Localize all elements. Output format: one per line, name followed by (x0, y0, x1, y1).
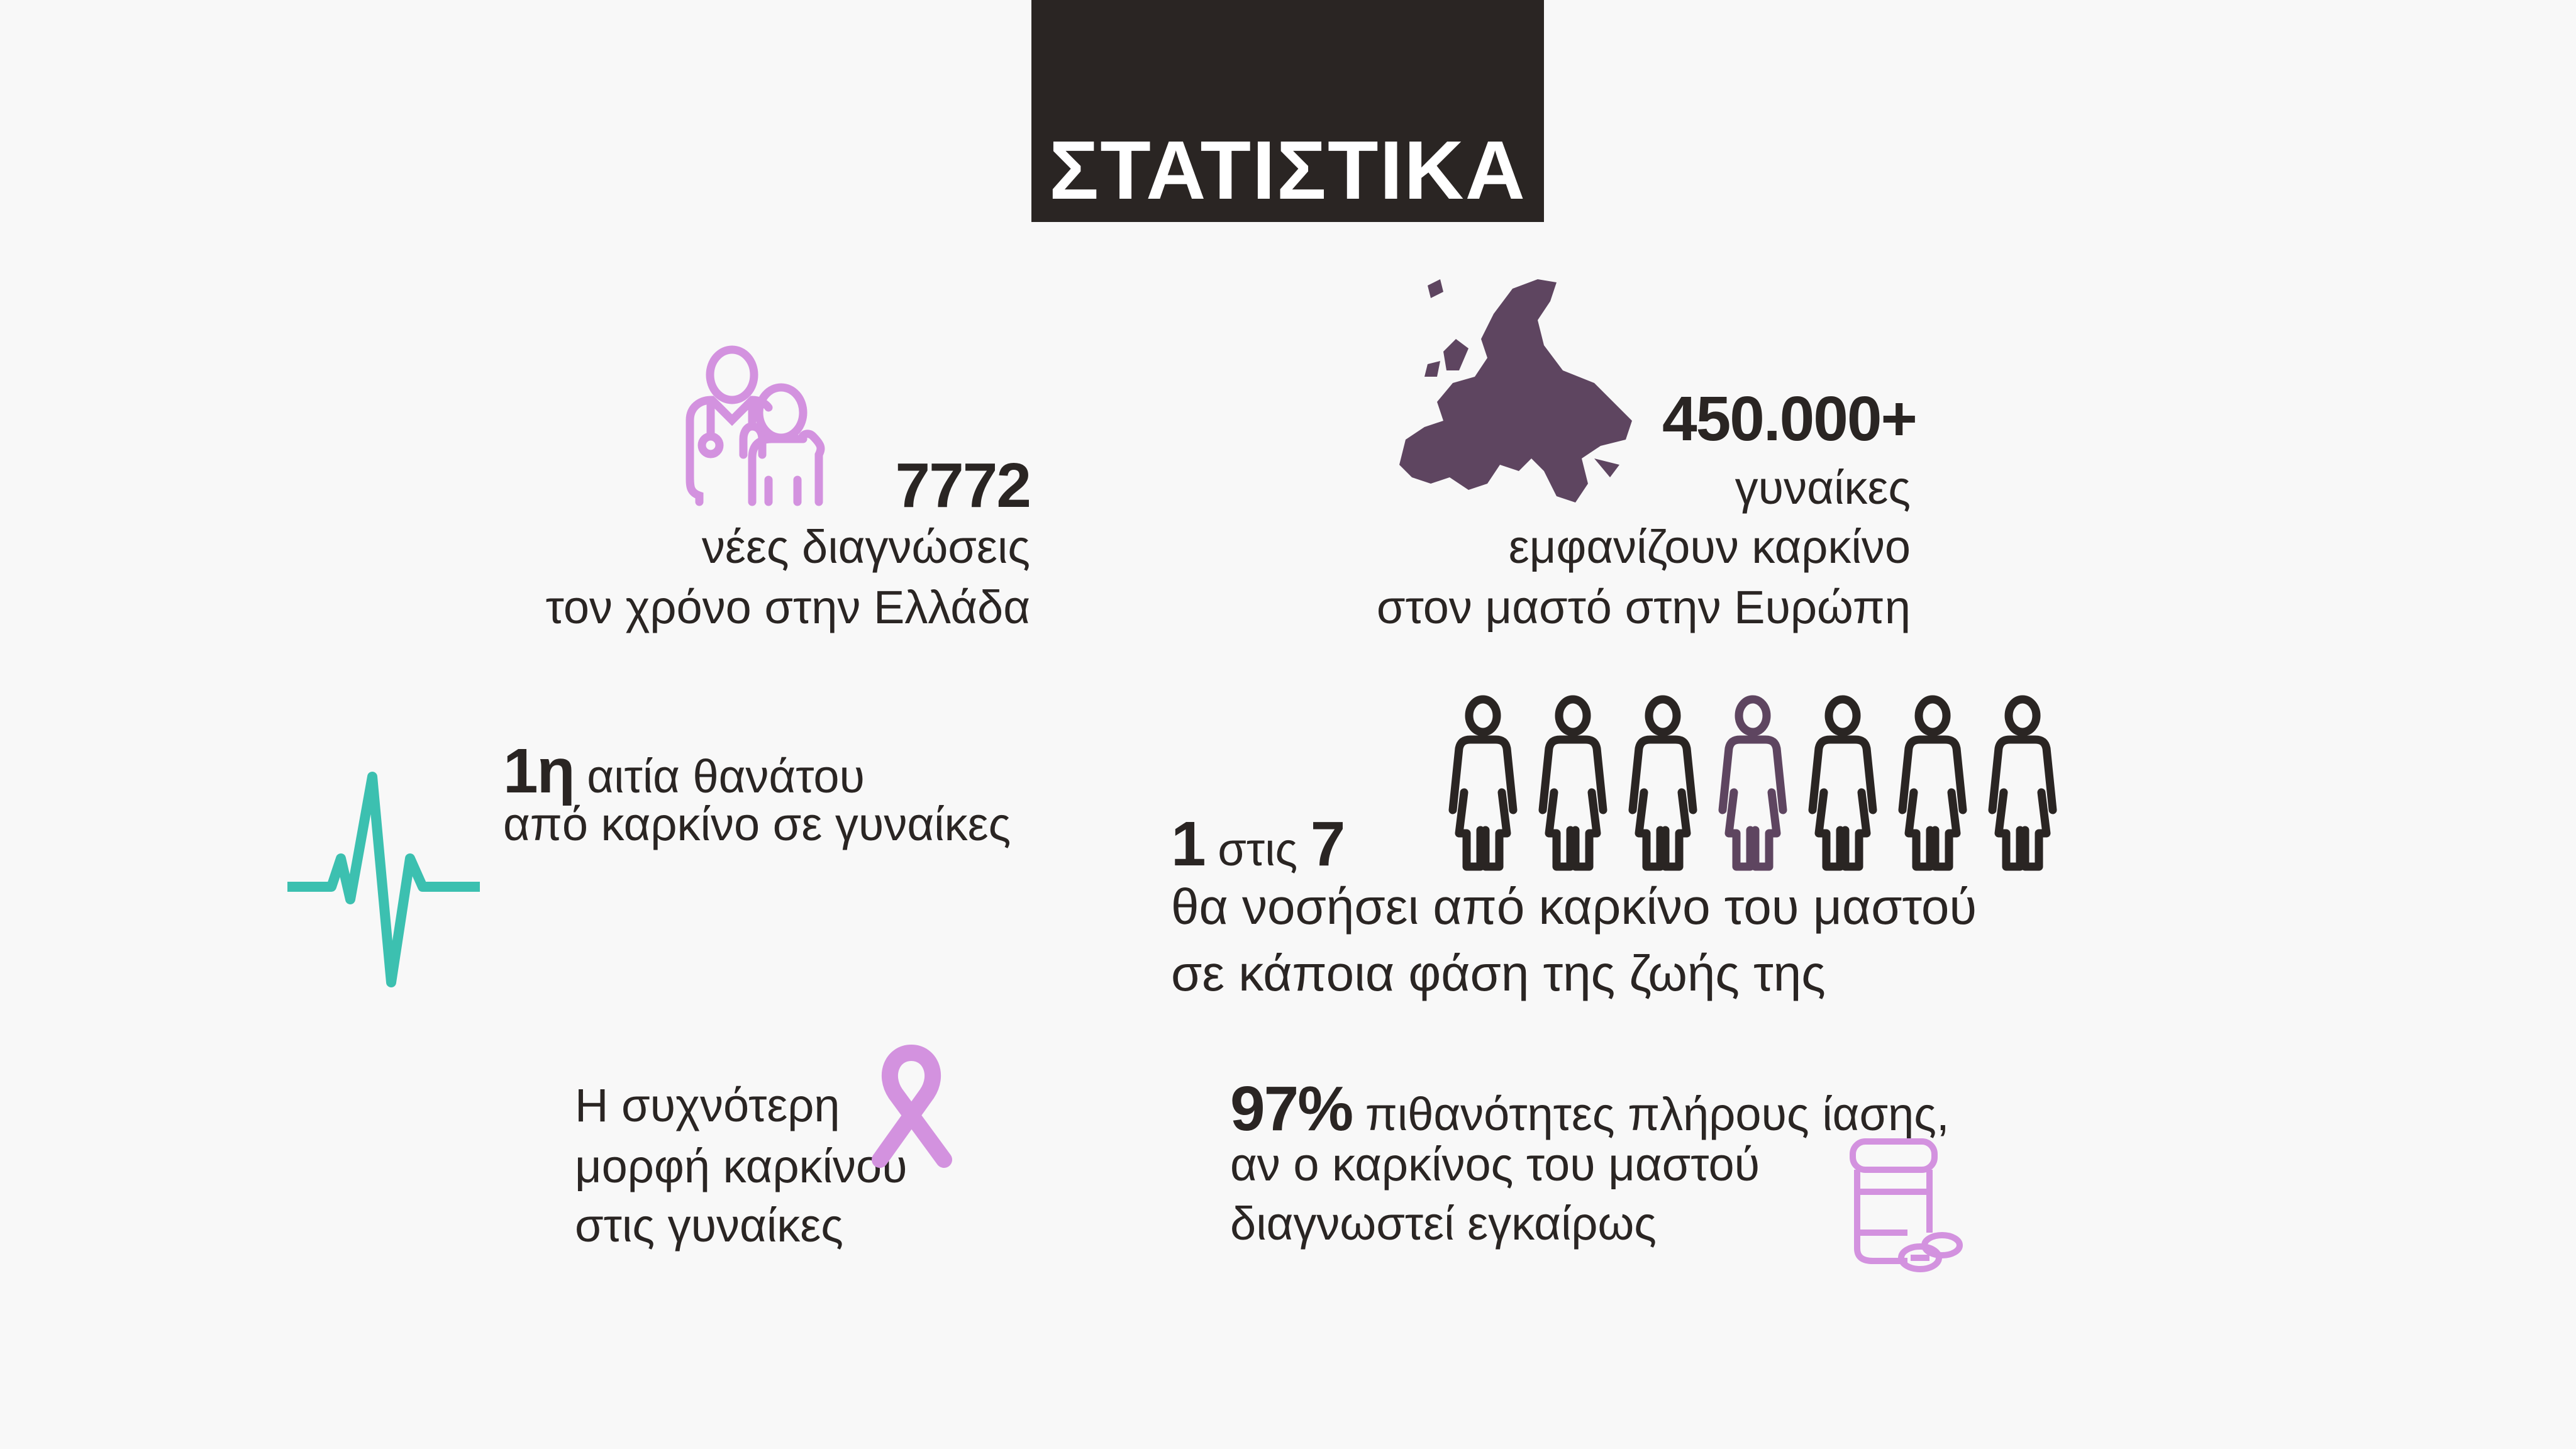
ratio-value-b: 7 (1310, 809, 1346, 879)
woman-figure-icon-highlighted (1718, 695, 1787, 871)
women-figures (1445, 695, 2062, 871)
pill-bottle-icon (1850, 1138, 1963, 1272)
woman-figure-icon (1898, 695, 1967, 871)
diagnoses-line-1: νέες διαγνώσεις (701, 521, 1030, 573)
common-line-2: μορφή καρκίνου (575, 1140, 908, 1192)
europe-line-3: στον μαστό στην Ευρώπη (1376, 581, 1911, 633)
woman-figure-icon (1538, 695, 1607, 871)
europe-line-1: γυναίκες (1735, 462, 1911, 514)
europe-line-2: εμφανίζουν καρκίνο (1508, 521, 1911, 573)
pink-ribbon-icon (872, 1044, 952, 1168)
diagnoses-line-2: τον χρόνο στην Ελλάδα (545, 581, 1030, 633)
cure-text: πιθανότητες πλήρους ίασης, (1365, 1088, 1950, 1140)
woman-figure-icon (1808, 695, 1877, 871)
title-banner: ΣΤΑΤΙΣΤΙΚΑ (1031, 0, 1544, 222)
page-title: ΣΤΑΤΙΣΤΙΚΑ (1049, 124, 1526, 216)
woman-figure-icon (1628, 695, 1697, 871)
europe-map-icon (1399, 279, 1632, 502)
ratio-line-1: θα νοσήσει από καρκίνο του μαστού (1171, 879, 1977, 935)
cure-line-3: διαγνωστεί εγκαίρως (1230, 1197, 1657, 1250)
doctor-patient-icon (686, 345, 825, 506)
death-cause-line-2: από καρκίνο σε γυναίκες (503, 798, 1011, 850)
death-cause-text: αιτία θανάτου (587, 750, 865, 802)
woman-figure-icon (1988, 695, 2057, 871)
cure-line-1: 97% πιθανότητες πλήρους ίασης, (1230, 1077, 1950, 1140)
cure-line-2: αν ο καρκίνος του μαστού (1230, 1138, 1760, 1191)
ratio-value-a: 1 (1171, 809, 1206, 879)
common-line-3: στις γυναίκες (575, 1199, 843, 1252)
death-cause-line-1: 1η αιτία θανάτου (503, 740, 865, 802)
ratio-line-2: σε κάποια φάση της ζωής της (1171, 945, 1826, 1001)
common-line-1: Η συχνότερη (575, 1079, 840, 1131)
heartbeat-icon (287, 772, 480, 987)
ratio-middle: στις (1218, 823, 1298, 875)
death-cause-value: 1η (503, 736, 575, 806)
ratio-heading: 1 στις 7 (1171, 813, 1345, 875)
cure-value: 97% (1230, 1074, 1353, 1144)
europe-value: 450.000+ (1662, 384, 1918, 454)
woman-figure-icon (1448, 695, 1518, 871)
diagnoses-value: 7772 (895, 450, 1031, 521)
